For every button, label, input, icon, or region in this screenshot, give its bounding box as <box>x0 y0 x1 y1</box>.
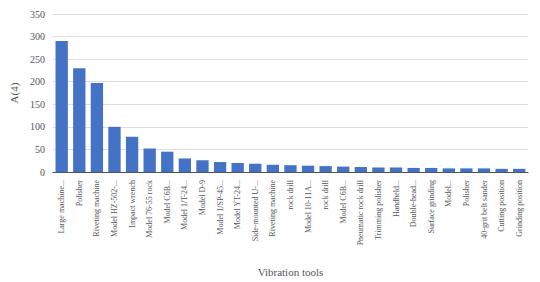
svg-text:250: 250 <box>30 54 45 65</box>
svg-text:Model 76-55 rock: Model 76-55 rock <box>145 180 154 238</box>
svg-text:Riveting machine: Riveting machine <box>268 180 277 237</box>
svg-text:300: 300 <box>30 31 45 42</box>
svg-text:100: 100 <box>30 121 45 132</box>
svg-text:Trimming polisher: Trimming polisher <box>374 180 383 240</box>
svg-text:50: 50 <box>35 144 45 155</box>
svg-text:Surface grinding: Surface grinding <box>427 180 436 234</box>
svg-text:Impact wrench: Impact wrench <box>128 180 137 228</box>
svg-text:Handheld...: Handheld... <box>392 180 401 217</box>
svg-text:Double-head...: Double-head... <box>409 180 418 227</box>
svg-text:Model 10-11A...: Model 10-11A... <box>304 180 313 233</box>
svg-text:200: 200 <box>30 76 45 87</box>
svg-text:Model C6B...: Model C6B... <box>163 180 172 224</box>
svg-text:Riveting machine: Riveting machine <box>92 180 101 237</box>
svg-text:Model 1/SP-45...: Model 1/SP-45... <box>216 180 225 235</box>
svg-text:Cutting position: Cutting position <box>497 180 506 232</box>
svg-text:Pneumatic rock drill: Pneumatic rock drill <box>356 179 365 245</box>
svg-text:40-grit belt sander: 40-grit belt sander <box>480 180 489 239</box>
svg-text:Model...: Model... <box>444 180 453 207</box>
svg-text:Model 1/T-24...: Model 1/T-24... <box>180 180 189 230</box>
svg-text:rock drill: rock drill <box>286 179 295 209</box>
svg-text:Model C6B...: Model C6B... <box>339 180 348 224</box>
svg-text:Large machine...: Large machine... <box>57 180 66 234</box>
svg-text:Polisher: Polisher <box>75 180 84 207</box>
svg-text:Grinding position: Grinding position <box>515 180 524 237</box>
svg-text:Vibration tools: Vibration tools <box>258 266 324 278</box>
svg-text:350: 350 <box>30 9 45 20</box>
svg-text:Model YT-24...: Model YT-24... <box>233 180 242 229</box>
svg-text:150: 150 <box>30 99 45 110</box>
svg-text:Polisher: Polisher <box>462 180 471 207</box>
svg-text:A(4): A(4) <box>8 82 21 103</box>
svg-text:Model D-9: Model D-9 <box>198 180 207 215</box>
svg-text:Side-mounted U-...: Side-mounted U-... <box>251 180 260 241</box>
svg-text:rock drill: rock drill <box>321 179 330 209</box>
svg-text:0: 0 <box>40 167 45 178</box>
svg-text:Model HZ-502-...: Model HZ-502-... <box>110 180 119 237</box>
